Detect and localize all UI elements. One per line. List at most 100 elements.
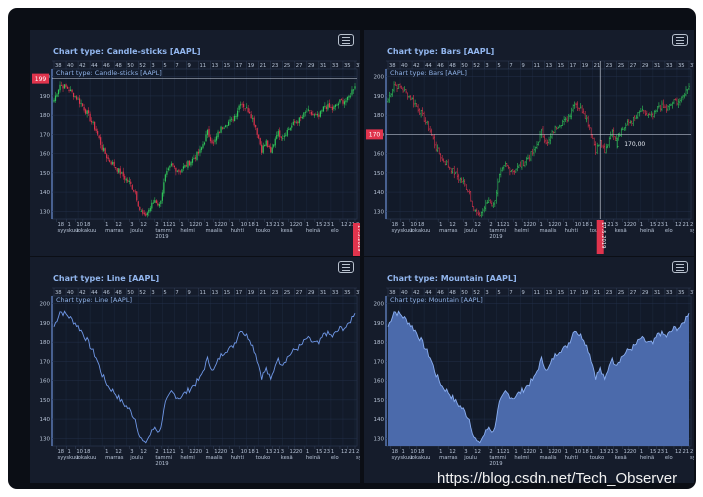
top-tick-label: 29 xyxy=(642,63,649,69)
candle-body xyxy=(229,119,231,122)
candle-body xyxy=(230,118,233,120)
candle-body xyxy=(218,131,221,133)
hamburger-menu-icon[interactable] xyxy=(338,34,354,46)
bottom-tick-label: 20 xyxy=(630,449,637,455)
top-tick-label: 40 xyxy=(401,63,408,69)
bottom-tick-label: 21 xyxy=(273,222,280,228)
top-tick-label: 33 xyxy=(332,63,339,69)
hamburger-menu-icon[interactable] xyxy=(672,261,688,273)
candle-body xyxy=(74,95,76,97)
crosshair-y-badge: 170 xyxy=(366,129,383,140)
top-tick-label: 9 xyxy=(187,63,190,69)
bottom-month-label: elo xyxy=(331,228,339,234)
top-tick-label: 17 xyxy=(236,290,243,296)
candle-body xyxy=(224,125,227,128)
bottom-month-label: maalis xyxy=(206,228,223,234)
bottom-month-label: marras xyxy=(105,228,124,234)
y-tick-label: 150 xyxy=(374,398,385,404)
bottom-tick-label: 12 xyxy=(474,222,481,228)
bottom-tick-label: 12 xyxy=(189,449,196,455)
bottom-month-label: maalis xyxy=(540,228,557,234)
candle-body xyxy=(250,114,252,119)
top-tick-label: 11 xyxy=(533,63,540,69)
bottom-tick-label: 18 xyxy=(248,222,255,228)
top-tick-label: 21 xyxy=(260,290,267,296)
candle-body xyxy=(134,191,136,193)
bars-chart-svg[interactable]: 1301401501601701801902003840424446485052… xyxy=(364,30,694,256)
hamburger-menu-icon[interactable] xyxy=(672,34,688,46)
top-tick-label: 48 xyxy=(115,290,122,296)
y-tick-label: 180 xyxy=(374,340,385,346)
candle-body xyxy=(327,104,329,110)
bottom-tick-label: 10 xyxy=(76,222,83,228)
bottom-month-label: huhti xyxy=(231,455,244,461)
candle-body xyxy=(81,103,84,107)
bottom-tick-label: 1 xyxy=(105,222,108,228)
candlestick-chart-svg[interactable]: 1301401501601701801902003840424446485052… xyxy=(30,30,360,256)
candle-body xyxy=(146,212,148,216)
candle-body xyxy=(85,109,87,114)
top-tick-label: 38 xyxy=(389,290,396,296)
candle-body xyxy=(258,134,260,139)
candle-body xyxy=(104,148,106,154)
candle-body xyxy=(62,85,64,89)
top-tick-label: 25 xyxy=(284,290,291,296)
panel-title: Chart type: Line [AAPL] xyxy=(53,274,160,283)
top-tick-label: 38 xyxy=(55,290,62,296)
bottom-tick-label: 12 xyxy=(449,222,456,228)
candle-body xyxy=(133,189,135,192)
bottom-tick-label: 3 xyxy=(281,222,284,228)
top-tick-label: 46 xyxy=(103,290,110,296)
hamburger-menu-icon[interactable] xyxy=(338,261,354,273)
bottom-tick-label: 10 xyxy=(410,449,417,455)
candle-body xyxy=(187,160,189,168)
bottom-tick-label: 23 xyxy=(657,449,664,455)
candle-body xyxy=(208,128,210,137)
bottom-tick-label: 18 xyxy=(58,449,65,455)
bottom-tick-label: 12 xyxy=(341,449,348,455)
bottom-month-label: maalis xyxy=(540,455,557,461)
bottom-tick-label: 18 xyxy=(418,449,425,455)
candle-body xyxy=(336,104,338,106)
candle-body xyxy=(294,120,296,123)
candle-body xyxy=(339,99,341,103)
candle-body xyxy=(164,174,166,182)
candle-body xyxy=(325,106,328,109)
top-tick-label: 3 xyxy=(151,63,154,69)
top-tick-label: 37 xyxy=(356,290,360,296)
top-tick-label: 3 xyxy=(485,290,488,296)
candle-body xyxy=(237,110,239,117)
top-tick-label: 46 xyxy=(103,63,110,69)
top-tick-label: 9 xyxy=(187,290,190,296)
candle-body xyxy=(273,144,275,147)
candle-body xyxy=(343,101,346,105)
bottom-tick-label: 12 xyxy=(341,222,348,228)
bottom-tick-label: 12 xyxy=(290,222,297,228)
candle-body xyxy=(301,117,303,119)
candle-body xyxy=(238,105,240,110)
top-tick-label: 50 xyxy=(127,63,134,69)
candle-body xyxy=(324,105,326,107)
top-tick-label: 37 xyxy=(690,63,694,69)
candle-body xyxy=(337,103,340,106)
candle-body xyxy=(119,168,121,175)
candle-body xyxy=(101,144,103,150)
y-tick-label: 150 xyxy=(40,398,51,404)
bottom-tick-label: 1 xyxy=(206,222,209,228)
candle-body xyxy=(142,210,144,214)
top-tick-label: 25 xyxy=(618,290,625,296)
top-tick-label: 35 xyxy=(678,63,685,69)
bottom-tick-label: 2 xyxy=(690,222,693,228)
y-tick-label: 180 xyxy=(40,340,51,346)
candle-body xyxy=(200,147,203,151)
y-tick-label: 170 xyxy=(40,132,51,138)
bottom-tick-label: 2 xyxy=(155,222,158,228)
bottom-tick-label: 21 xyxy=(503,449,510,455)
top-tick-label: 52 xyxy=(139,63,146,69)
top-tick-label: 19 xyxy=(248,63,255,69)
candle-body xyxy=(72,92,75,97)
bottom-month-label: tammi xyxy=(489,228,506,234)
candle-body xyxy=(118,168,120,173)
